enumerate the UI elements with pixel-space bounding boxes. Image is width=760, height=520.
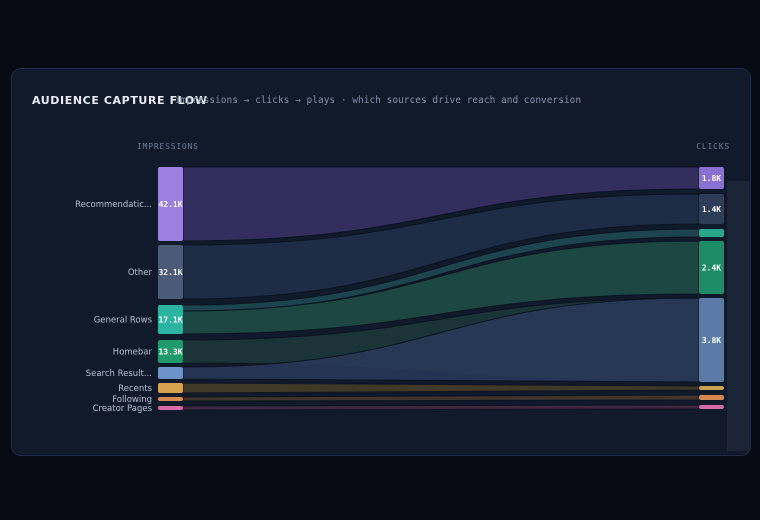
source-node-0[interactable] xyxy=(158,167,183,241)
source-label-1: Other xyxy=(128,268,153,278)
click-node-2[interactable] xyxy=(699,229,724,237)
chart-card: AUDIENCE CAPTURE FLOW impressions → clic… xyxy=(11,68,751,456)
click-node-4[interactable] xyxy=(699,298,724,382)
click-node-1[interactable] xyxy=(699,194,724,224)
source-node-5[interactable] xyxy=(158,383,183,393)
click-node-5[interactable] xyxy=(699,386,724,390)
click-value-0: 1.8K xyxy=(702,174,721,183)
source-label-4: Search Result... xyxy=(86,369,152,379)
flow-links xyxy=(182,166,700,411)
source-node-3[interactable] xyxy=(158,340,183,363)
flow-link-8[interactable] xyxy=(182,404,700,411)
col-header-impressions: IMPRESSIONS xyxy=(137,142,199,151)
flow-link-1[interactable] xyxy=(182,193,700,300)
source-label-5: Recents xyxy=(118,384,152,394)
flow-link-0[interactable] xyxy=(182,166,700,242)
flow-link-7[interactable] xyxy=(182,394,700,402)
flow-link-6[interactable] xyxy=(182,382,700,394)
click-value-4: 3.8K xyxy=(702,336,721,345)
chart-subtitle: impressions → clicks → plays · which sou… xyxy=(175,95,582,106)
source-label-6: Following xyxy=(112,395,152,405)
sankey-chart: IMPRESSIONS CLICKS Recommendatic... 42.1K… xyxy=(75,142,750,451)
source-node-6[interactable] xyxy=(158,397,183,401)
chart-title: AUDIENCE CAPTURE FLOW xyxy=(32,94,208,107)
source-label-2: General Rows xyxy=(94,316,153,326)
source-value-1: 32.1K xyxy=(158,268,182,277)
click-node-7[interactable] xyxy=(699,405,724,409)
source-value-0: 42.1K xyxy=(158,200,182,209)
source-node-7[interactable] xyxy=(158,406,183,410)
source-value-2: 17.1K xyxy=(158,316,182,325)
source-label-7: Creator Pages xyxy=(93,404,153,414)
flow-link-5[interactable] xyxy=(182,297,700,383)
col-header-clicks: CLICKS xyxy=(696,142,730,151)
plays-column-bar xyxy=(727,181,750,451)
click-node-0[interactable] xyxy=(699,167,724,189)
source-node-2[interactable] xyxy=(158,305,183,334)
click-node-6[interactable] xyxy=(699,395,724,400)
click-node-3[interactable] xyxy=(699,241,724,294)
flow-link-2[interactable] xyxy=(182,228,700,312)
source-label-0: Recommendatic... xyxy=(75,200,152,210)
source-value-3: 13.3K xyxy=(158,348,182,357)
source-node-4[interactable] xyxy=(158,367,183,379)
source-label-3: Homebar xyxy=(113,348,153,358)
click-value-3: 2.4K xyxy=(702,264,721,273)
source-node-1[interactable] xyxy=(158,245,183,299)
click-value-1: 1.4K xyxy=(702,205,721,214)
flow-nodes: Recommendatic... 42.1K Other 32.1K General R… xyxy=(75,167,724,414)
